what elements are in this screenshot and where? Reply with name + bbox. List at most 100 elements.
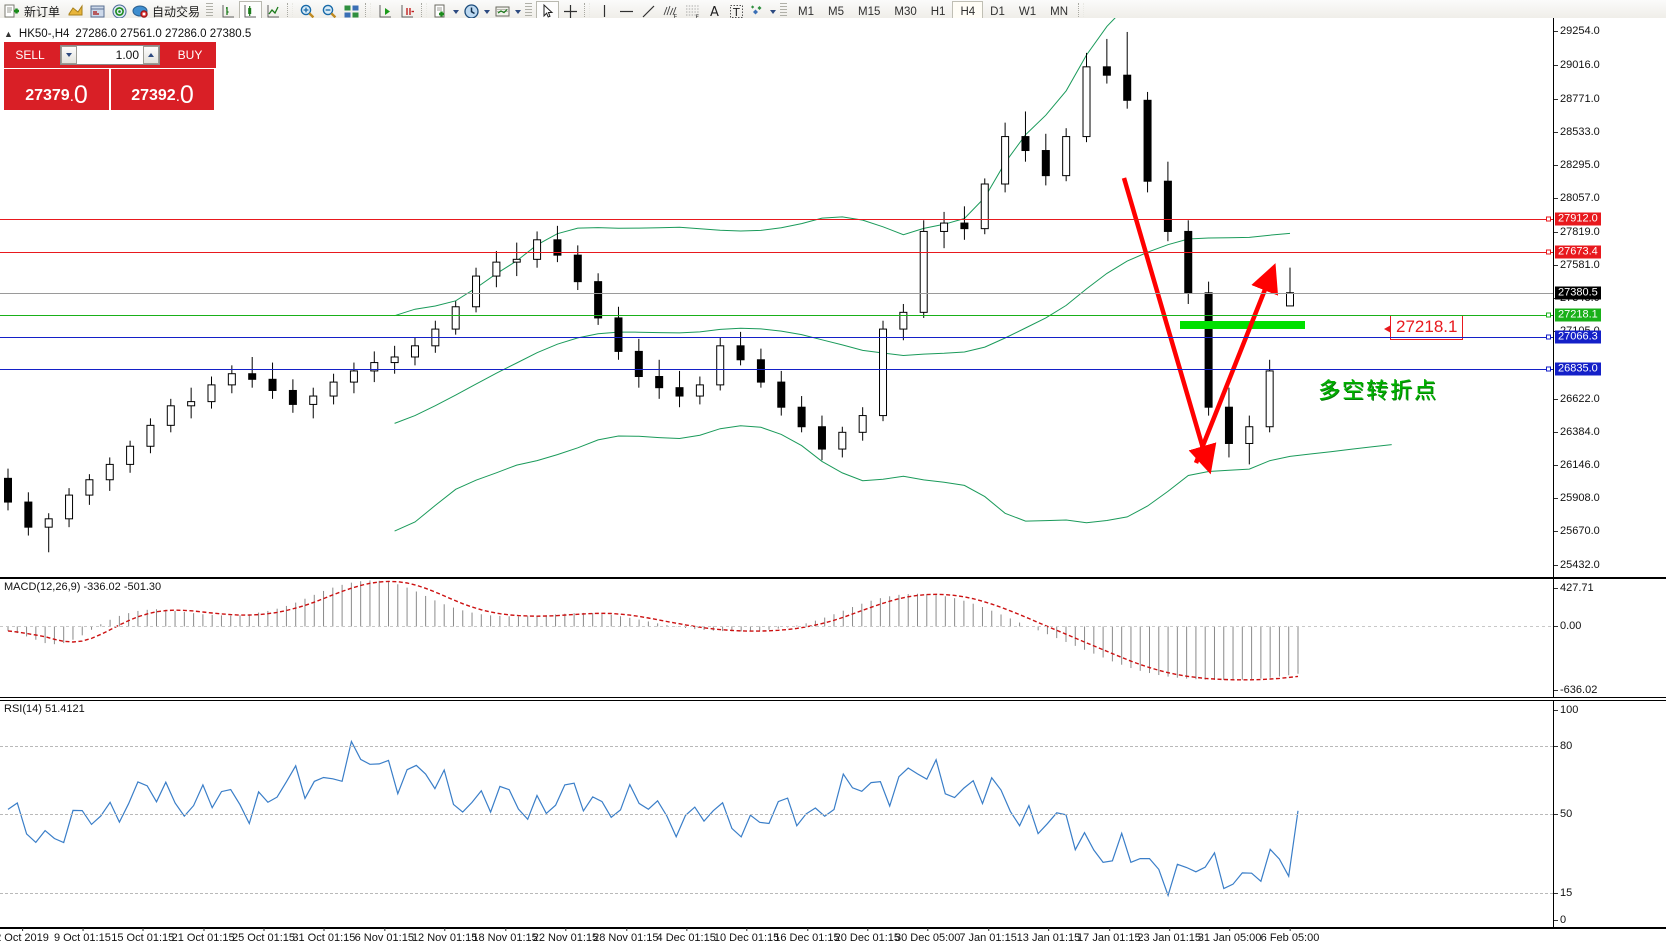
trendline-button[interactable] — [637, 1, 659, 23]
sell-price-cell[interactable]: 27379 . 0 — [4, 68, 109, 110]
timeframe-h1[interactable]: H1 — [930, 5, 946, 18]
buy-price-decimal: 0 — [179, 81, 194, 109]
autoscroll-button[interactable] — [396, 1, 418, 23]
timeframe-m30[interactable]: M30 — [894, 5, 917, 18]
line-chart-mode-button[interactable] — [262, 1, 284, 23]
bar-chart-mode-button[interactable] — [217, 1, 239, 23]
volume-down-button[interactable] — [61, 46, 77, 64]
text-icon: A — [706, 3, 723, 20]
time-tick: 9 Oct 01:15 — [53, 928, 111, 944]
candle — [594, 273, 603, 325]
price-level-label-support-green[interactable]: 27218.1 — [1555, 308, 1601, 322]
volume-control[interactable]: 1.00 — [56, 42, 164, 68]
price-level-line[interactable] — [0, 292, 1553, 294]
vertical-line-button[interactable] — [593, 1, 615, 23]
shapes-button[interactable] — [747, 1, 778, 23]
text-label-button[interactable]: T — [725, 1, 747, 23]
sell-button[interactable]: SELL — [4, 42, 56, 68]
toolbar-grip-drawing[interactable] — [525, 2, 533, 21]
horizontal-line-button[interactable] — [615, 1, 637, 23]
price-level-label-resistance[interactable]: 27673.4 — [1555, 245, 1601, 259]
price-tick: 27581.0 — [1554, 258, 1600, 271]
octp-top-row: SELL 1.00 BUY — [4, 42, 216, 68]
price-level-line[interactable] — [0, 336, 1553, 338]
shapes-icon — [749, 3, 766, 20]
period-button[interactable] — [461, 1, 492, 23]
timeframe-h4[interactable]: H4 — [952, 0, 984, 23]
price-level-label-support-blue[interactable]: 26835.0 — [1555, 362, 1601, 376]
price-tick: 26622.0 — [1554, 392, 1600, 405]
timeframe-m5[interactable]: M5 — [828, 5, 844, 18]
rsi-axis: 100 80 50 15 0 — [1553, 701, 1666, 927]
price-level-line[interactable] — [0, 251, 1553, 253]
timeframe-m15[interactable]: M15 — [858, 5, 881, 18]
price-level-handle[interactable] — [1546, 249, 1551, 255]
market-watch-button[interactable] — [64, 1, 86, 23]
price-tick: 29254.0 — [1554, 25, 1600, 38]
timeframe-m1[interactable]: M1 — [798, 5, 815, 18]
price-chart-pane[interactable]: 27218.1 多空转折点 29254.0 29016.0 28771.0 28533… — [0, 18, 1666, 578]
data-window-button[interactable] — [86, 1, 108, 23]
collapse-triangle-icon[interactable]: ▲ — [4, 29, 13, 39]
price-level-handle[interactable] — [1546, 216, 1551, 222]
price-level-line[interactable] — [0, 315, 1553, 317]
price-level-handle[interactable] — [1546, 312, 1551, 318]
zoom-in-button[interactable] — [296, 1, 318, 23]
symbol-header: ▲ HK50-,H4 27286.0 27561.0 27286.0 27380… — [0, 26, 1666, 42]
crosshair-button[interactable] — [559, 1, 581, 23]
templates-caret-icon[interactable] — [515, 9, 522, 14]
candle — [1082, 52, 1091, 143]
time-tick: 13 Jan 01:15 — [1016, 928, 1081, 944]
templates-button[interactable] — [492, 1, 523, 23]
price-level-handle[interactable] — [1546, 334, 1551, 340]
new-order-button[interactable]: 新订单 — [2, 1, 64, 23]
zoom-out-icon — [321, 3, 338, 20]
tile-windows-button[interactable] — [340, 1, 362, 23]
price-level-line[interactable] — [0, 368, 1553, 370]
buy-button[interactable]: BUY — [164, 42, 216, 68]
rsi-plot-area[interactable]: RSI(14) 51.4121 — [0, 701, 1553, 927]
volume-up-button[interactable] — [143, 46, 159, 64]
price-level-label-resistance[interactable]: 27912.0 — [1555, 212, 1601, 226]
add-indicator-caret-icon[interactable] — [453, 9, 460, 14]
candle — [1021, 111, 1030, 162]
period-caret-icon[interactable] — [484, 9, 491, 14]
volume-input-box[interactable]: 1.00 — [60, 45, 160, 65]
rsi-pane[interactable]: RSI(14) 51.4121 100 80 50 15 0 — [0, 700, 1666, 928]
shift-end-button[interactable] — [374, 1, 396, 23]
timeframe-group: M1 M5 M15 M30 H1 H4 D1 W1 MN — [791, 0, 1075, 23]
text-button[interactable]: A — [703, 1, 725, 23]
elliott-wave-button[interactable]: E — [659, 1, 681, 23]
price-level-label-support-blue[interactable]: 27066.3 — [1555, 330, 1601, 344]
macd-pane[interactable]: MACD(12,26,9) -336.02 -501.30 427.71 0.00… — [0, 578, 1666, 698]
auto-trading-button[interactable]: 自动交易 — [130, 1, 204, 23]
timeframe-mn[interactable]: MN — [1050, 5, 1068, 18]
price-level-line[interactable] — [0, 218, 1553, 220]
price-axis[interactable]: 29254.0 29016.0 28771.0 28533.0 28295.0 28057… — [1554, 18, 1666, 577]
toolbar-separator-4 — [584, 2, 591, 21]
buy-price-cell[interactable]: 27392 . 0 — [109, 68, 214, 110]
candle — [858, 407, 867, 441]
candle — [492, 250, 501, 288]
timeframe-w1[interactable]: W1 — [1018, 5, 1037, 18]
one-click-trading-panel[interactable]: SELL 1.00 BUY 27379 . 0 — [4, 42, 216, 110]
fibonacci-button[interactable]: F — [681, 1, 703, 23]
symbol-title: HK50-,H4 — [18, 28, 70, 40]
time-tick: 28 Nov 01:15 — [593, 928, 659, 944]
toolbar-grip-timeframes[interactable] — [780, 2, 788, 21]
price-level-label-last-price[interactable]: 27380.5 — [1555, 286, 1601, 300]
time-axis[interactable]: 2 Oct 2019 9 Oct 01:15 15 Oct 01:15 21 Oct … — [0, 928, 1666, 947]
timeframe-d1[interactable]: D1 — [990, 5, 1005, 18]
price-level-handle[interactable] — [1546, 366, 1551, 372]
candle — [166, 398, 175, 433]
volume-value[interactable]: 1.00 — [115, 48, 139, 62]
shapes-caret-icon[interactable] — [770, 9, 777, 14]
add-indicator-button[interactable] — [430, 1, 461, 23]
macd-plot-area[interactable]: MACD(12,26,9) -336.02 -501.30 — [0, 579, 1553, 697]
price-plot-area[interactable]: 27218.1 多空转折点 — [0, 18, 1553, 577]
toolbar-grip-chartmodes[interactable] — [206, 2, 214, 21]
zoom-out-button[interactable] — [318, 1, 340, 23]
price-tag-leader-svg — [1384, 324, 1455, 334]
sell-price-integer: 27379 — [25, 87, 70, 104]
macd-signal-line — [7, 580, 1299, 681]
